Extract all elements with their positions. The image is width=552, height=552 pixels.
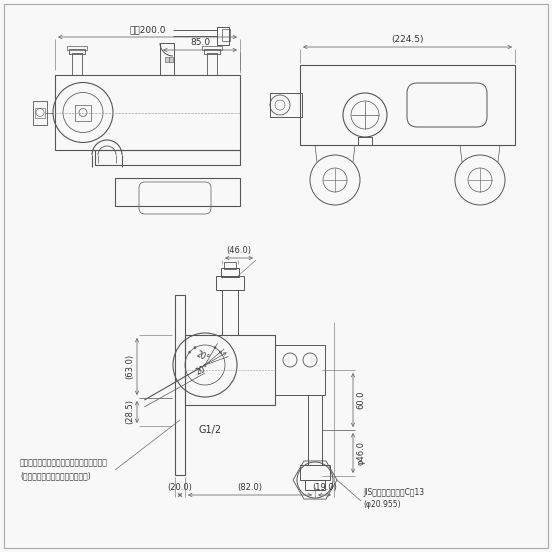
Circle shape [194, 347, 196, 349]
Bar [75, 104, 91, 120]
Bar [169, 57, 173, 62]
Circle shape [189, 351, 190, 353]
Bar [95, 150, 240, 165]
Bar [222, 29, 230, 41]
Bar [115, 178, 240, 206]
Text: (63.0): (63.0) [125, 354, 134, 379]
Bar [67, 46, 87, 50]
Text: (82.0): (82.0) [237, 483, 263, 492]
Bar [221, 268, 239, 277]
Text: (46.0): (46.0) [226, 246, 252, 255]
Bar [72, 53, 82, 75]
Text: 20°: 20° [195, 363, 211, 377]
Circle shape [219, 351, 221, 353]
Bar [275, 345, 325, 395]
Text: JIS給水栃取付ね　C　13: JIS給水栃取付ね C 13 [363, 488, 424, 497]
Bar [358, 137, 372, 145]
Text: 最大200.0: 最大200.0 [129, 25, 166, 34]
Text: 20°: 20° [195, 350, 211, 364]
Bar [300, 465, 330, 480]
Bar [300, 65, 515, 145]
Bar [207, 53, 217, 75]
Text: (224.5): (224.5) [391, 35, 424, 44]
Bar [69, 49, 85, 54]
Bar [35, 108, 45, 118]
Bar [33, 100, 47, 125]
Bar [202, 46, 222, 50]
Bar [217, 27, 229, 45]
Bar [358, 137, 372, 145]
Text: 60.0: 60.0 [356, 391, 365, 409]
Text: φ46.0: φ46.0 [356, 441, 365, 465]
Bar [165, 57, 169, 62]
Text: (28.5): (28.5) [125, 400, 134, 424]
Bar [160, 43, 174, 75]
Bar [308, 395, 322, 465]
Bar [305, 480, 325, 490]
Text: G1/2: G1/2 [198, 425, 221, 435]
Bar [175, 295, 185, 475]
Text: (φ20.955): (φ20.955) [363, 500, 401, 509]
Bar [55, 75, 240, 150]
Bar [224, 262, 236, 269]
Bar [204, 49, 220, 54]
Bar [270, 93, 302, 117]
Text: (20.0): (20.0) [168, 483, 193, 492]
Bar [216, 276, 244, 290]
Bar [185, 335, 275, 405]
Bar [222, 290, 238, 335]
Circle shape [214, 347, 216, 349]
Text: この部分にシャワセットを取り付けます。: この部分にシャワセットを取り付けます。 [20, 458, 108, 467]
Text: (19.0): (19.0) [312, 483, 337, 492]
Text: 85.0: 85.0 [190, 38, 210, 47]
Text: (シャワセットは添付図面参照。): (シャワセットは添付図面参照。) [20, 471, 91, 480]
